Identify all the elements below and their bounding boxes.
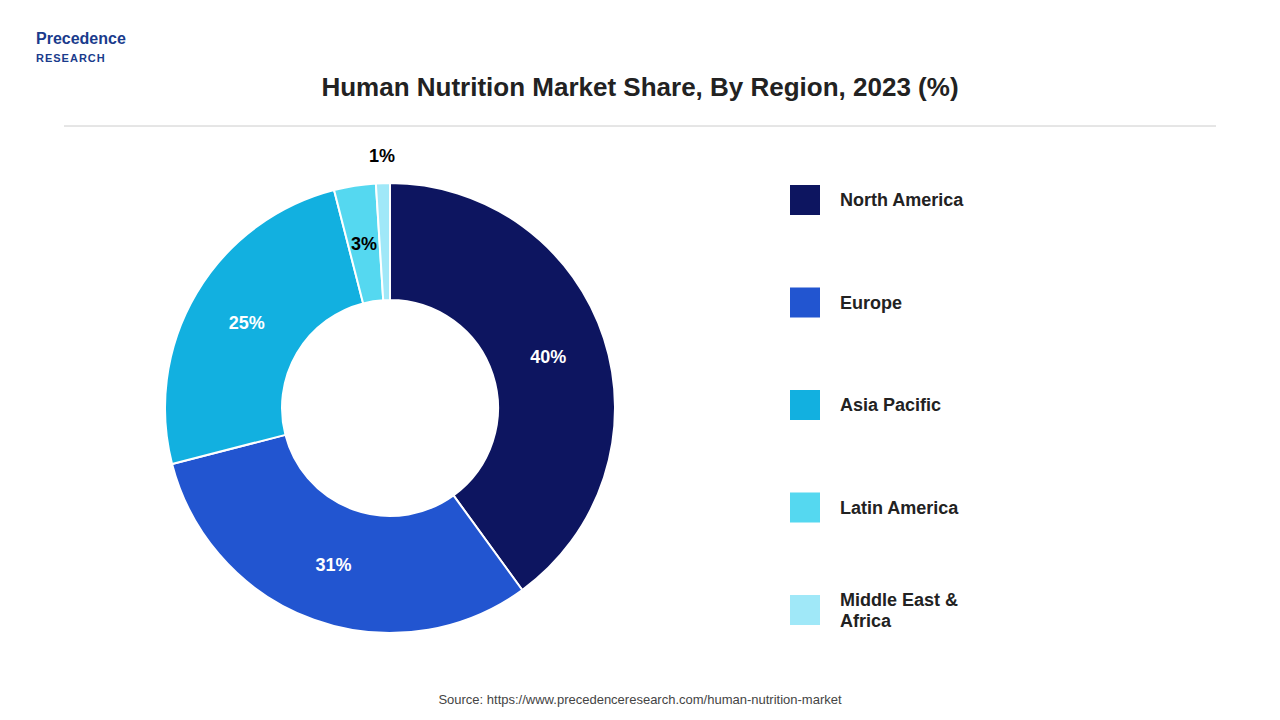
legend-label: North America: [840, 190, 964, 210]
legend-swatch: [790, 390, 820, 420]
title: Human Nutrition Market Share, By Region,…: [321, 72, 958, 102]
legend-swatch: [790, 595, 820, 625]
legend-swatch: [790, 185, 820, 215]
data-label: 1%: [369, 146, 395, 166]
legend-label: Asia Pacific: [840, 395, 941, 415]
slice: [334, 183, 383, 303]
legend-label: Middle East &Africa: [840, 590, 958, 631]
title-rule: [64, 126, 1216, 127]
source: Source: https://www.precedenceresearch.c…: [438, 692, 842, 707]
legend-label: Latin America: [840, 498, 959, 518]
data-label: 40%: [530, 347, 566, 367]
slice: [376, 183, 390, 300]
data-label: 31%: [316, 555, 352, 575]
annotation: RESEARCH: [36, 52, 106, 64]
legend-swatch: [790, 288, 820, 318]
chart: Precedence RESEARCH Human Nutrition Market…: [0, 0, 1280, 720]
slice: [172, 435, 522, 633]
annotation: Precedence: [36, 30, 126, 47]
data-labels: 40% 31% 25% 3% 1%: [229, 146, 567, 575]
chart-container: Precedence RESEARCH Human Nutrition Market…: [0, 0, 1280, 720]
data-label: 3%: [351, 234, 377, 254]
data-label: 25%: [229, 313, 265, 333]
legend-label: Europe: [840, 293, 902, 313]
legend-swatch: [790, 493, 820, 523]
slice: [165, 190, 363, 464]
legend: North America Europe Asia Pacific Latin Ame…: [790, 185, 964, 631]
slices: [165, 183, 615, 633]
